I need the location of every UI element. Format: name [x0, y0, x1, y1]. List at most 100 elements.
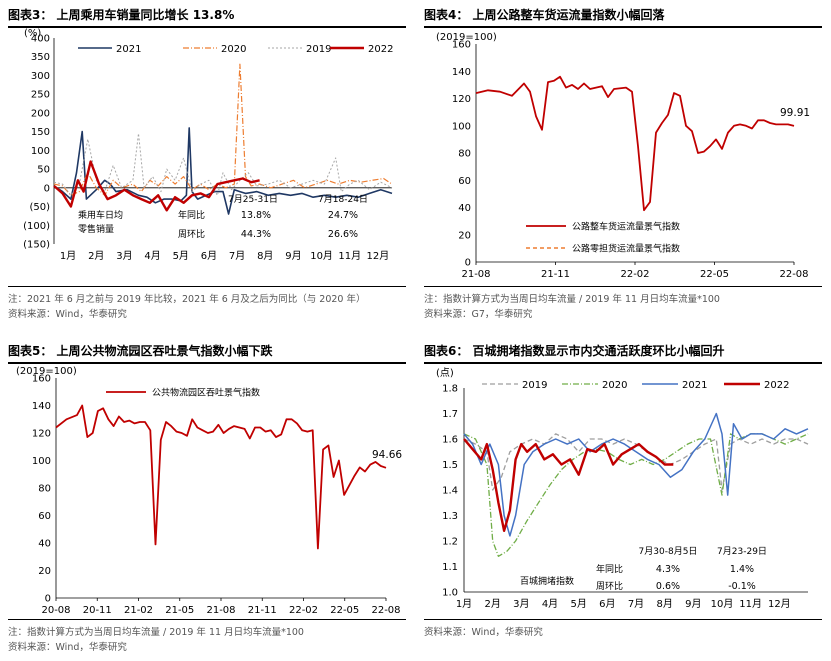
- bottom-rule: [8, 619, 406, 620]
- series-line-2022: [53, 160, 260, 212]
- annotation-label: 百城拥堵指数: [520, 575, 574, 587]
- y-tick-label: 1.6: [442, 435, 458, 446]
- x-tick-label: 21-11: [248, 605, 277, 616]
- y-tick-label: 50: [37, 165, 50, 176]
- annotation-label: 零售销量: [78, 223, 114, 235]
- x-tick-label: 2月: [484, 598, 500, 610]
- series-line: [55, 404, 387, 550]
- y-tick-label: 1.7: [442, 409, 458, 420]
- bottom-rule: [8, 286, 406, 287]
- x-tick-label: 1月: [456, 598, 472, 610]
- y-tick-label: 120: [452, 94, 471, 105]
- chart-note: 注：2021 年 6 月之前与 2019 年比较，2021 年 6 月及之后为同…: [8, 294, 366, 305]
- x-tick-label: 10月: [310, 250, 333, 262]
- y-tick-label: 1.2: [442, 537, 458, 548]
- title-rule: [424, 362, 822, 364]
- y-tick-label: 350: [31, 52, 50, 63]
- y-tick-label: 100: [32, 456, 51, 467]
- y-unit: (%): [24, 28, 41, 39]
- y-tick-label: 160: [32, 374, 51, 385]
- y-tick-label: 150: [31, 127, 50, 138]
- y-tick-label: 100: [452, 121, 471, 132]
- chart-truck-freight: (2019=100) 0 20 40 60 80 100 120 140 160 21-08 21-1…: [436, 32, 810, 280]
- bottom-rule: [424, 286, 822, 287]
- annotation-value: 24.7%: [328, 210, 358, 221]
- y-tick-label: 1.0: [442, 588, 458, 599]
- y-tick-label: 1.8: [442, 384, 458, 395]
- annotation-value: 4.3%: [656, 564, 680, 575]
- x-tick-label: 21-02: [124, 605, 153, 616]
- x-tick-label: 21-08: [206, 605, 235, 616]
- panel-car-sales: 图表3： 上周乘用车销量同比增长 13.8% (%) 400 350 300 250 20…: [8, 2, 406, 332]
- panel-title: 图表4： 上周公路整车货运流量指数小幅回落: [424, 8, 665, 22]
- title-rule: [424, 26, 822, 28]
- x-tick-label: 5月: [173, 250, 189, 262]
- x-tick-label: 3月: [116, 250, 132, 262]
- y-tick-label: (50): [29, 202, 50, 213]
- y-tick-label: 300: [31, 71, 50, 82]
- x-tick-label: 4月: [144, 250, 160, 262]
- title-rule: [8, 362, 406, 364]
- annotation-value: 0.6%: [656, 581, 680, 592]
- series-line-2019: [463, 433, 809, 491]
- y-tick-label: 140: [32, 401, 51, 412]
- x-tick-label: 4月: [542, 598, 558, 610]
- x-tick-label: 22-05: [700, 269, 729, 280]
- y-tick-label: 120: [32, 429, 51, 440]
- x-tick-label: 7月: [229, 250, 245, 262]
- chart-car-sales: (%)400 350 300 250 200 150 100 50 0 (50) (100) (150…: [23, 28, 393, 262]
- end-value-label: 99.91: [780, 107, 810, 119]
- series-line-2021: [463, 412, 809, 537]
- legend-label: 公路整车货运流量景气指数: [572, 221, 680, 233]
- x-tick-label: 7月: [628, 598, 644, 610]
- y-tick-label: 200: [31, 108, 50, 119]
- y-tick-label: 1.4: [442, 486, 458, 497]
- x-tick-label: 9月: [285, 250, 301, 262]
- x-tick-label: 8月: [257, 250, 273, 262]
- x-tick-label: 22-08: [371, 605, 400, 616]
- y-tick-label: 20: [458, 230, 471, 241]
- x-tick-label: 22-05: [330, 605, 359, 616]
- y-tick-label: 0: [465, 258, 471, 269]
- x-tick-label: 5月: [570, 598, 586, 610]
- title-rule: [8, 26, 406, 28]
- y-tick-label: 60: [38, 511, 51, 522]
- chart-source: 资料来源：G7，华泰研究: [424, 309, 533, 320]
- x-tick-label: 21-08: [461, 269, 490, 280]
- y-unit: (2019=100): [436, 32, 497, 43]
- y-tick-label: 100: [31, 146, 50, 157]
- legend-label: 公共物流园区吞吐景气指数: [152, 387, 260, 399]
- x-tick-label: 8月: [656, 598, 672, 610]
- bottom-rule: [424, 619, 822, 620]
- series-line-2019: [53, 133, 393, 196]
- panel-truck-freight: 图表4： 上周公路整车货运流量指数小幅回落 (2019=100) 0 20 40 60 8…: [424, 2, 822, 332]
- annotation-value: 13.8%: [241, 210, 271, 221]
- y-tick-label: 1.3: [442, 511, 458, 522]
- annotation-period: 7月23-29日: [717, 546, 767, 557]
- x-tick-label: 9月: [685, 598, 701, 610]
- legend-label: 2019: [306, 44, 331, 55]
- panel-title: 图表5： 上周公共物流园区吞吐景气指数小幅下跌: [8, 344, 273, 358]
- y-tick-label: 0: [45, 594, 51, 605]
- series-line: [475, 75, 795, 212]
- legend-label: 2021: [116, 44, 141, 55]
- x-tick-label: 21-05: [165, 605, 194, 616]
- series-line-2021: [53, 127, 393, 215]
- x-tick-label: 1月: [60, 250, 76, 262]
- y-tick-label: 400: [31, 34, 50, 45]
- x-tick-label: 3月: [513, 598, 529, 610]
- x-tick-label: 11月: [338, 250, 361, 262]
- legend-label: 2020: [602, 380, 627, 391]
- chart-city-congestion: (点) 1.0 1.1 1.2 1.3 1.4 1.5 1.6 1.7 1.8 1月 2月 3月 4月 5月…: [436, 367, 809, 610]
- x-tick-label: 6月: [201, 250, 217, 262]
- y-unit: (2019=100): [16, 366, 77, 377]
- legend-label: 2020: [221, 44, 246, 55]
- y-tick-label: 1.1: [442, 562, 458, 573]
- x-tick-label: 2月: [88, 250, 104, 262]
- legend-label: 公路零担货运流量景气指数: [572, 243, 680, 255]
- annotation-value: 44.3%: [241, 229, 271, 240]
- annotation-value: 26.6%: [328, 229, 358, 240]
- chart-source: 资料来源：Wind，华泰研究: [424, 627, 543, 638]
- y-unit: (点): [436, 367, 454, 379]
- annotation-row: 年同比: [596, 563, 623, 575]
